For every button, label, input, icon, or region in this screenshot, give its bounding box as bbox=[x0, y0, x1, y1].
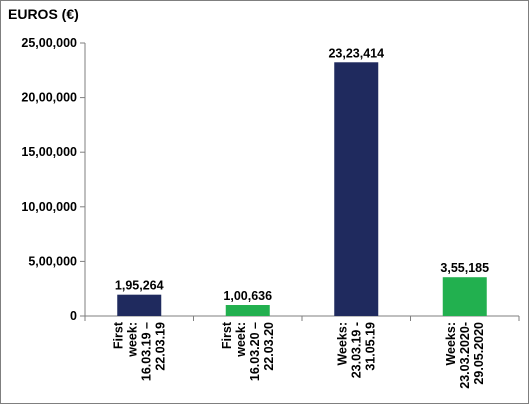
y-tick-label: 20,00,000 bbox=[21, 91, 77, 105]
category-label-line: 23.03.2020- bbox=[458, 322, 472, 389]
category-label-line: 16.03.20 – bbox=[248, 322, 262, 381]
y-tick-label: 15,00,000 bbox=[21, 145, 77, 159]
data-label: 3,55,185 bbox=[440, 261, 489, 275]
axes: 0 5,00,000 10,00,000 15,00,000 20,00,000 25,0… bbox=[21, 36, 520, 323]
data-label: 1,95,264 bbox=[115, 279, 164, 293]
category-label-line: First bbox=[220, 321, 234, 349]
data-label: 1,00,636 bbox=[223, 289, 272, 303]
category-label-line: 31.05.19 bbox=[363, 322, 377, 371]
category-label: First week: 16.03.19 –22.03.19 bbox=[111, 321, 167, 381]
bar bbox=[225, 305, 270, 316]
y-tick-label: 5,00,000 bbox=[28, 254, 77, 268]
category-label-line: week: bbox=[234, 322, 248, 358]
category-label-line: 16.03.19 – bbox=[139, 322, 153, 381]
chart-title: EUROS (€) bbox=[8, 6, 79, 22]
y-tick-label: 10,00,000 bbox=[21, 200, 77, 214]
category-label-line: week: bbox=[125, 322, 139, 358]
bar bbox=[334, 62, 379, 317]
bar bbox=[117, 294, 162, 316]
category-label-line: 23.03.19 - bbox=[349, 322, 363, 378]
data-label: 23,23,414 bbox=[328, 46, 384, 60]
category-label: First week: 16.03.20 –22.03.20 bbox=[220, 321, 276, 381]
category-label-line: Weeks: bbox=[444, 322, 458, 366]
category-label-line: First bbox=[111, 321, 125, 349]
category-label-line: Weeks: bbox=[335, 322, 349, 366]
bar bbox=[442, 277, 487, 316]
bars bbox=[117, 62, 487, 317]
y-tick-label: 0 bbox=[70, 309, 77, 323]
category-label-line: 29.05.2020 bbox=[472, 322, 486, 385]
category-label-line: 22.03.20 bbox=[262, 322, 276, 371]
category-label: Weeks: 23.03.19 -31.05.19 bbox=[335, 322, 377, 378]
y-tick-label: 25,00,000 bbox=[21, 36, 77, 50]
category-label: Weeks: 23.03.2020- 29.05.2020 bbox=[444, 322, 486, 389]
category-label-line: 22.03.19 bbox=[153, 322, 167, 371]
